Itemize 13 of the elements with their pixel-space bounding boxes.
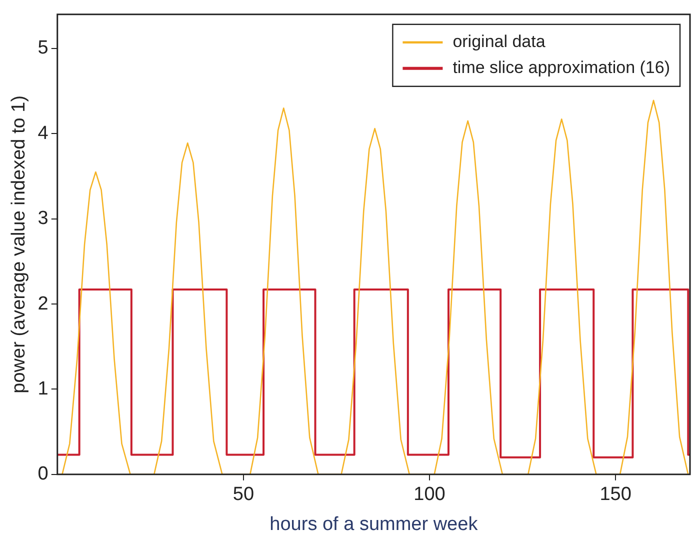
y-tick-label: 2 bbox=[38, 293, 48, 314]
x-tick-label: 50 bbox=[232, 484, 254, 506]
y-tick-label: 5 bbox=[38, 38, 48, 59]
x-axis-title: hours of a summer week bbox=[270, 514, 478, 535]
legend-label: time slice approximation (16) bbox=[452, 58, 670, 78]
x-tick-label: 150 bbox=[600, 484, 632, 506]
legend-label: original data bbox=[452, 32, 546, 52]
x-tick-label: 100 bbox=[414, 484, 446, 506]
y-tick-label: 1 bbox=[38, 378, 48, 400]
y-axis-title: power (average value indexed to 1) bbox=[8, 95, 30, 394]
y-tick-label: 0 bbox=[38, 464, 48, 485]
y-tick-label: 4 bbox=[38, 122, 49, 144]
y-tick-label: 3 bbox=[38, 208, 48, 230]
